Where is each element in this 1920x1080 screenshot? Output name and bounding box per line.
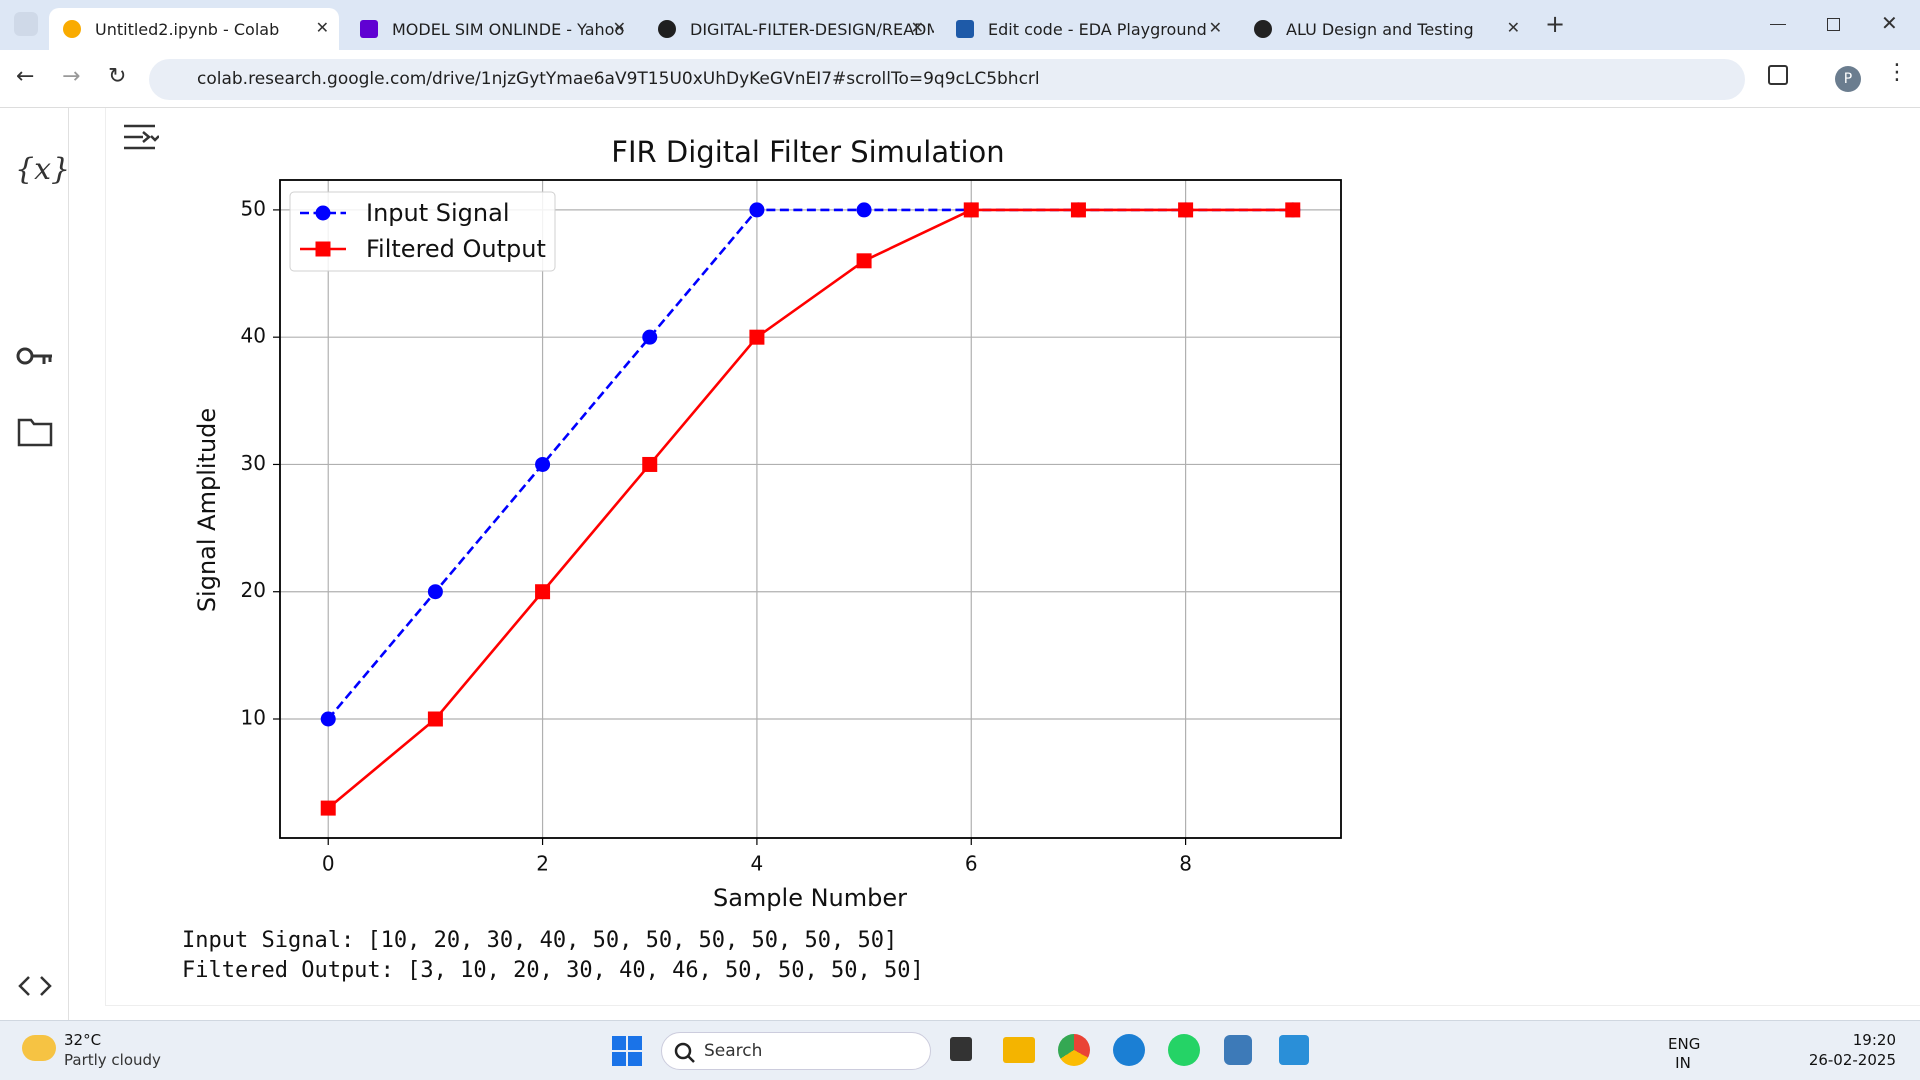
x-tick-label: 8 bbox=[1179, 852, 1192, 876]
code-icon[interactable] bbox=[17, 974, 53, 998]
data-point bbox=[856, 202, 872, 218]
tab-title: Edit code - EDA Playground bbox=[988, 19, 1207, 39]
weather[interactable]: Partly cloudy bbox=[64, 1051, 161, 1069]
weather-icon bbox=[22, 1035, 56, 1061]
data-point bbox=[535, 584, 551, 600]
variables-icon[interactable]: {x} bbox=[15, 152, 71, 187]
minimize[interactable] bbox=[1770, 24, 1786, 25]
legend-marker bbox=[315, 205, 331, 221]
clock-time[interactable]: 19:20 bbox=[1852, 1031, 1896, 1049]
clock-date[interactable]: 26-02-2025 bbox=[1808, 1051, 1896, 1069]
y-tick-label: 40 bbox=[241, 324, 266, 348]
window-close[interactable]: ✕ bbox=[1881, 11, 1898, 35]
back[interactable]: ← bbox=[16, 64, 35, 89]
output-line: Filtered Output: [3, 10, 20, 30, 40, 46,… bbox=[182, 958, 924, 983]
tab[interactable]: DIGITAL-FILTER-DESIGN/READM ✕ bbox=[644, 8, 934, 50]
data-point bbox=[1178, 202, 1194, 218]
data-point bbox=[856, 253, 872, 269]
app-icon[interactable] bbox=[1279, 1035, 1309, 1065]
secrets-icon[interactable] bbox=[16, 344, 54, 368]
data-point bbox=[963, 202, 979, 218]
app-icon[interactable] bbox=[1224, 1035, 1252, 1065]
series-line bbox=[327, 208, 1293, 810]
address-bar[interactable]: colab.research.google.com/drive/1njzGytY… bbox=[149, 59, 1745, 100]
y-tick-label: 50 bbox=[241, 196, 266, 220]
start-button[interactable] bbox=[612, 1036, 642, 1066]
x-tick-label: 0 bbox=[322, 852, 335, 876]
data-point bbox=[320, 800, 336, 816]
reload[interactable]: ↻ bbox=[108, 64, 127, 89]
restore[interactable] bbox=[1827, 18, 1840, 31]
tab[interactable]: Edit code - EDA Playground ✕ bbox=[942, 8, 1232, 50]
y-tick-label: 30 bbox=[241, 451, 266, 475]
data-point bbox=[1070, 202, 1086, 218]
data-point bbox=[749, 329, 765, 345]
app-icon[interactable] bbox=[950, 1037, 972, 1061]
app-icon[interactable] bbox=[1003, 1037, 1035, 1063]
legend-label: Filtered Output bbox=[366, 235, 546, 263]
tab-title: MODEL SIM ONLINDE - Yahoo bbox=[392, 19, 625, 39]
output-cell bbox=[105, 108, 1920, 1006]
tab-title: ALU Design and Testing bbox=[1286, 19, 1474, 39]
tab[interactable]: MODEL SIM ONLINDE - Yahoo ✕ bbox=[346, 8, 636, 50]
data-point bbox=[642, 329, 658, 345]
data-point bbox=[642, 456, 658, 472]
new-tab[interactable]: + bbox=[1545, 10, 1566, 38]
legend-marker bbox=[315, 241, 331, 257]
language[interactable]: ENG bbox=[1668, 1035, 1701, 1053]
data-point bbox=[535, 456, 551, 472]
output-line: Input Signal: [10, 20, 30, 40, 50, 50, 5… bbox=[182, 928, 898, 953]
legend-label: Input Signal bbox=[366, 199, 510, 227]
data-point bbox=[427, 711, 443, 727]
tab-bar: Untitled2.ipynb - Colab ✕ MODEL SIM ONLIN… bbox=[0, 0, 1920, 50]
output-toggle[interactable] bbox=[121, 122, 159, 152]
data-point bbox=[1285, 202, 1301, 218]
tab-menu[interactable] bbox=[14, 12, 38, 36]
search-box[interactable]: Search bbox=[661, 1032, 931, 1070]
data-point bbox=[749, 202, 765, 218]
region[interactable]: IN bbox=[1675, 1054, 1691, 1072]
files-icon[interactable] bbox=[17, 417, 53, 447]
tab-title: Untitled2.ipynb - Colab bbox=[95, 19, 280, 39]
app-icon[interactable] bbox=[1058, 1034, 1090, 1066]
app-icon[interactable] bbox=[1113, 1034, 1145, 1066]
sidebar: {x} bbox=[0, 108, 71, 1020]
x-tick-label: 6 bbox=[965, 852, 978, 876]
extensions[interactable] bbox=[1768, 65, 1788, 85]
search-label: Search bbox=[704, 1041, 763, 1061]
profile[interactable]: P bbox=[1835, 66, 1861, 92]
tab[interactable]: ALU Design and Testing ✕ bbox=[1240, 8, 1530, 50]
app-icon[interactable] bbox=[1168, 1034, 1200, 1066]
x-tick-label: 4 bbox=[751, 852, 764, 876]
data-point bbox=[427, 584, 443, 600]
y-tick-label: 10 bbox=[241, 706, 266, 730]
tab-title: DIGITAL-FILTER-DESIGN/READM bbox=[690, 19, 934, 39]
x-axis-label: Sample Number bbox=[713, 884, 907, 912]
chart-title: FIR Digital Filter Simulation bbox=[611, 135, 1004, 169]
temperature[interactable]: 32°C bbox=[64, 1031, 102, 1049]
data-point bbox=[320, 711, 336, 727]
y-tick-label: 20 bbox=[241, 578, 266, 602]
forward[interactable]: → bbox=[62, 64, 81, 89]
chart: FIR Digital Filter Simulation Sample Num… bbox=[193, 135, 1342, 912]
plot-frame bbox=[279, 179, 1342, 839]
x-tick-label: 2 bbox=[536, 852, 549, 876]
menu[interactable]: ⋮ bbox=[1886, 60, 1908, 85]
taskbar: 32°C Partly cloudy Search ENG IN 19:20 2… bbox=[0, 1020, 1920, 1080]
y-axis-label: Signal Amplitude bbox=[193, 408, 221, 612]
legend-box bbox=[289, 191, 556, 272]
tab[interactable]: Untitled2.ipynb - Colab ✕ bbox=[49, 8, 339, 50]
